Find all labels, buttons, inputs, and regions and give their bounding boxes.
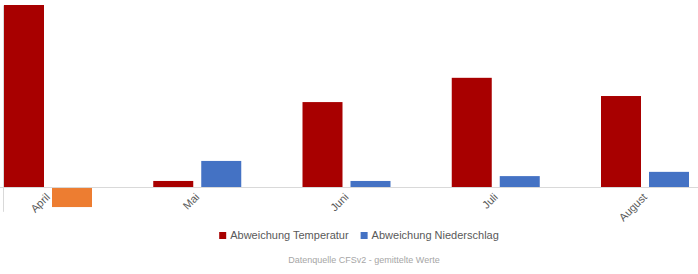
caption: Datenquelle CFSv2 - gemittelte Werte	[288, 255, 439, 265]
tick-label: August	[616, 191, 649, 224]
series-0	[4, 5, 641, 187]
tick-label: Mai	[180, 191, 201, 212]
tick: Juli	[480, 187, 500, 211]
series-1	[52, 161, 689, 207]
tick: April	[28, 187, 52, 215]
bar	[500, 176, 540, 187]
y-axis	[3, 6, 4, 212]
tick-label: April	[28, 191, 52, 215]
legend: Abweichung Temperatur Abweichung Niedersc…	[219, 229, 499, 241]
legend-label: Abweichung Temperatur	[230, 229, 349, 241]
tick: Mai	[180, 187, 201, 212]
bar	[153, 181, 193, 187]
legend-item: Abweichung Temperatur	[219, 229, 349, 241]
bar	[601, 96, 641, 187]
chart: April Mai Juni Juli August Abweichung Tempera…	[0, 0, 698, 274]
plot-area	[4, 5, 689, 207]
bar	[201, 161, 241, 187]
bar	[52, 187, 92, 207]
legend-label: Abweichung Niederschlag	[372, 229, 499, 241]
legend-swatch	[219, 232, 226, 239]
tick-label: Juli	[480, 191, 500, 211]
bar	[4, 5, 44, 187]
y-axis-line	[3, 6, 4, 212]
x-axis: April Mai Juni Juli August	[0, 187, 698, 223]
tick-label: Juni	[328, 191, 351, 214]
legend-swatch	[361, 232, 368, 239]
legend-item: Abweichung Niederschlag	[361, 229, 499, 241]
tick: August	[616, 187, 649, 223]
tick: Juni	[328, 187, 351, 213]
bar	[303, 102, 343, 187]
x-axis-line	[0, 187, 698, 188]
bar	[649, 172, 689, 187]
bar	[351, 181, 391, 187]
bar	[452, 78, 492, 187]
